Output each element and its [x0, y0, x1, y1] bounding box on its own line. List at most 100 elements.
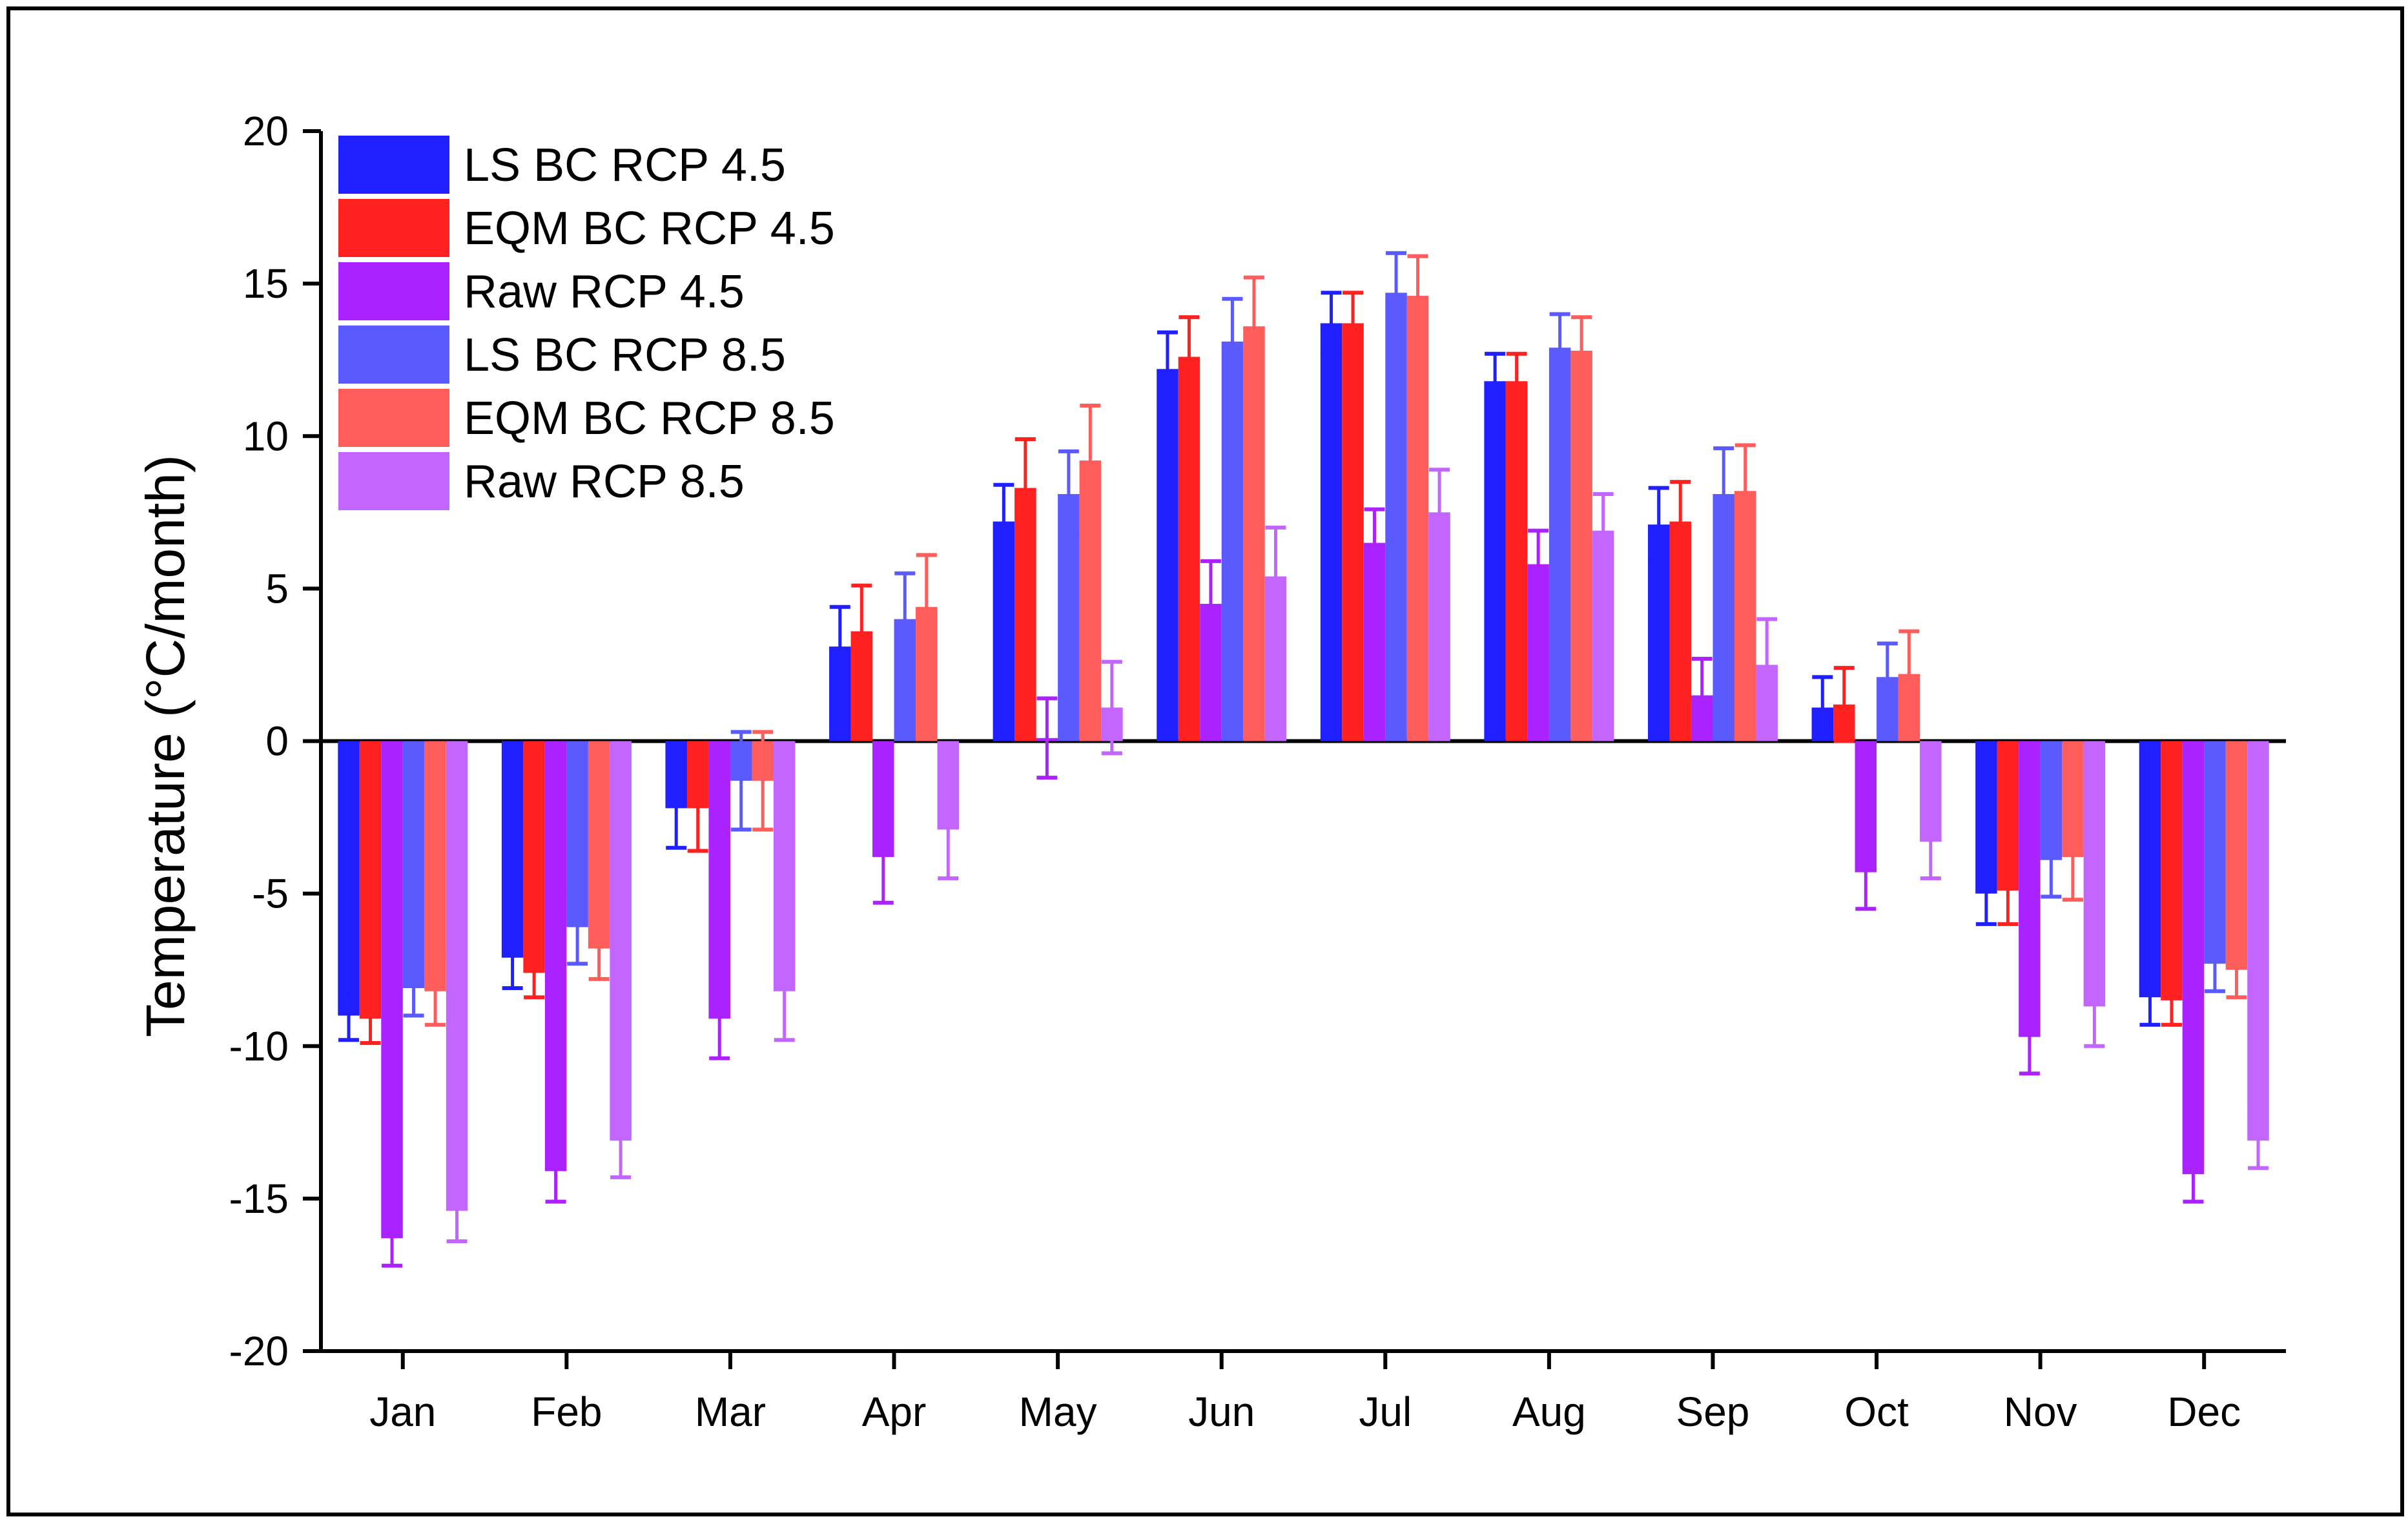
- error-bar-dec-series-6: [2247, 1111, 2269, 1170]
- error-bar-feb-series-2: [524, 946, 545, 1000]
- error-bar-oct-series-3: [1855, 833, 1877, 911]
- bar-nov-series-3: [2019, 741, 2041, 1037]
- x-tick-label-feb: Feb: [531, 1389, 602, 1435]
- bar-feb-series-2: [523, 741, 545, 973]
- error-bar-jan-series-3: [382, 1208, 403, 1268]
- error-bar-jan-series-4: [403, 958, 424, 1018]
- y-tick-label: -10: [229, 1023, 289, 1070]
- legend-swatch: [338, 326, 449, 384]
- error-bar-may-series-1: [993, 482, 1014, 561]
- bar-jul-series-5: [1406, 296, 1429, 741]
- x-tick-label-oct: Oct: [1844, 1389, 1909, 1435]
- bar-jan-series-2: [359, 741, 382, 1019]
- error-bar-mar-series-6: [774, 940, 795, 1042]
- error-bar-dec-series-5: [2226, 940, 2247, 1000]
- y-tick-label: -20: [229, 1328, 289, 1374]
- error-bar-nov-series-6: [2084, 964, 2105, 1048]
- error-bar-nov-series-3: [2019, 998, 2040, 1076]
- error-bar-aug-series-5: [1571, 315, 1592, 386]
- error-bar-sep-series-4: [1713, 446, 1734, 542]
- legend-item-1: LS BC RCP 4.5: [338, 136, 786, 194]
- legend-item-6: Raw RCP 8.5: [338, 452, 745, 510]
- bar-jun-series-2: [1178, 356, 1200, 741]
- bar-jul-series-1: [1320, 323, 1343, 741]
- bar-jan-series-4: [402, 741, 425, 989]
- error-bar-sep-series-5: [1734, 443, 1756, 539]
- bar-feb-series-1: [501, 741, 524, 958]
- bar-jan-series-3: [381, 741, 403, 1239]
- error-bar-jun-series-1: [1157, 330, 1178, 408]
- bar-dec-series-3: [2182, 741, 2205, 1175]
- bar-dec-series-1: [2139, 741, 2161, 998]
- error-bar-sep-series-1: [1648, 486, 1669, 563]
- y-tick-label: 10: [243, 413, 289, 459]
- bar-aug-series-5: [1570, 351, 1592, 741]
- error-bar-nov-series-1: [1975, 861, 1997, 926]
- error-bar-jan-series-5: [425, 955, 446, 1027]
- error-bar-jul-series-2: [1343, 291, 1364, 356]
- bar-mar-series-3: [708, 741, 730, 1019]
- error-bar-aug-series-2: [1506, 351, 1527, 411]
- x-tick-label-jun: Jun: [1188, 1389, 1255, 1435]
- x-tick-label-jul: Jul: [1359, 1389, 1412, 1435]
- error-bar-may-series-4: [1058, 449, 1079, 539]
- legend-label: Raw RCP 8.5: [464, 456, 745, 508]
- error-bar-jul-series-6: [1429, 468, 1450, 557]
- error-bar-may-series-6: [1101, 659, 1122, 756]
- bar-dec-series-5: [2225, 741, 2248, 970]
- error-bar-nov-series-2: [1997, 854, 2019, 926]
- error-bar-jul-series-1: [1321, 291, 1342, 356]
- bar-jun-series-5: [1243, 326, 1265, 741]
- axes-layer: 20 15 10 5 0 -5 -10 -15 -20 Jan Feb Mar Apr May Jun Jul…: [229, 108, 2286, 1435]
- y-tick-label: 0: [265, 718, 289, 765]
- y-tick-label: -5: [252, 871, 289, 917]
- error-bar-apr-series-2: [851, 583, 872, 679]
- error-bar-apr-series-6: [938, 778, 959, 881]
- error-bar-nov-series-5: [2062, 812, 2083, 902]
- bars-layer: [338, 293, 2269, 1239]
- error-bar-aug-series-6: [1592, 491, 1614, 570]
- bar-jul-series-4: [1385, 293, 1407, 741]
- error-bar-dec-series-4: [2204, 934, 2225, 993]
- error-bar-feb-series-4: [567, 888, 588, 966]
- error-bar-jun-series-3: [1200, 559, 1221, 649]
- legend-item-5: EQM BC RCP 8.5: [338, 389, 835, 447]
- error-bar-mar-series-4: [730, 730, 752, 832]
- error-bar-jul-series-3: [1364, 507, 1385, 579]
- error-bar-jun-series-5: [1243, 275, 1264, 377]
- error-bar-aug-series-4: [1549, 312, 1570, 384]
- error-bar-oct-series-4: [1877, 641, 1898, 713]
- legend-swatch: [338, 136, 449, 194]
- bar-jun-series-4: [1221, 341, 1244, 741]
- error-bar-may-series-3: [1036, 696, 1058, 780]
- error-bar-oct-series-2: [1833, 666, 1855, 743]
- error-bar-sep-series-3: [1691, 656, 1713, 734]
- error-bar-jan-series-1: [338, 989, 360, 1042]
- y-tick-label: 15: [243, 260, 289, 307]
- error-bar-may-series-5: [1080, 404, 1101, 518]
- error-bar-apr-series-3: [872, 809, 894, 905]
- error-bar-jan-series-2: [360, 992, 381, 1046]
- bar-jan-series-1: [338, 741, 360, 1016]
- error-bar-may-series-2: [1014, 437, 1036, 539]
- legend-label: LS BC RCP 4.5: [464, 140, 786, 191]
- x-tick-label-apr: Apr: [862, 1389, 927, 1435]
- error-bar-dec-series-3: [2183, 1144, 2204, 1204]
- error-bar-jun-series-2: [1178, 315, 1200, 398]
- legend-item-4: LS BC RCP 8.5: [338, 326, 786, 384]
- error-bar-apr-series-5: [916, 553, 937, 661]
- error-bar-oct-series-6: [1920, 803, 1941, 881]
- x-tick-label-may: May: [1019, 1389, 1097, 1435]
- y-tick-label: -15: [229, 1175, 289, 1222]
- error-bar-oct-series-1: [1812, 675, 1833, 740]
- bar-jan-series-6: [446, 741, 468, 1211]
- x-tick-label-mar: Mar: [695, 1389, 766, 1435]
- x-tick-label-jan: Jan: [369, 1389, 436, 1435]
- legend-item-2: EQM BC RCP 4.5: [338, 199, 835, 257]
- error-bar-oct-series-5: [1899, 629, 1920, 719]
- error-bar-apr-series-1: [829, 604, 850, 688]
- error-bar-jan-series-6: [446, 1178, 468, 1243]
- bar-feb-series-6: [610, 741, 632, 1141]
- x-tick-label-dec: Dec: [2167, 1389, 2241, 1435]
